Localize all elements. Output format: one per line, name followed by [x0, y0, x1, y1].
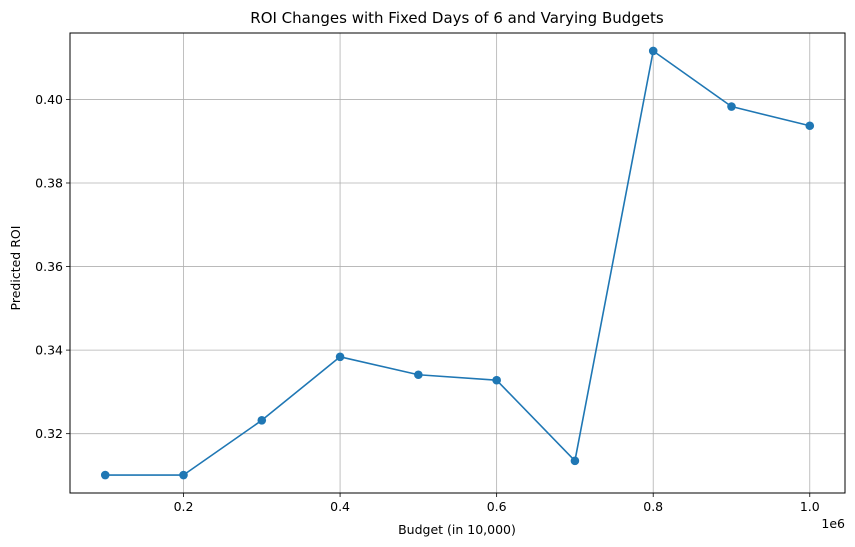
data-point: [179, 470, 188, 480]
grid-lines: [70, 33, 845, 493]
data-point: [727, 102, 736, 111]
x-axis-offset-label: 1e6: [821, 516, 845, 531]
data-point: [570, 456, 580, 466]
x-tick-label: 0.2: [174, 499, 194, 514]
data-point: [805, 121, 815, 131]
x-tick-label: 0.6: [487, 499, 507, 514]
y-tick-label: 0.32: [35, 426, 63, 441]
y-tick-label: 0.36: [35, 259, 63, 274]
series-layer: [100, 46, 815, 480]
axis-ticks: 0.2 0.4 0.6 0.8 1.0 0.32 0.34 0.36 0.38 0.40: [35, 92, 820, 514]
data-point: [492, 375, 501, 385]
y-axis-label: Predicted ROI: [8, 226, 23, 311]
y-tick-label: 0.38: [35, 175, 63, 190]
x-axis-label: Budget (in 10,000): [398, 522, 516, 537]
data-point: [414, 370, 423, 380]
plot-area-frame: [69, 32, 846, 494]
data-point: [100, 470, 110, 480]
x-tick-label: 0.4: [330, 499, 350, 514]
data-point: [648, 46, 658, 56]
data-point: [257, 416, 267, 425]
x-tick-label: 1.0: [800, 499, 820, 514]
chart-title: ROI Changes with Fixed Days of 6 and Var…: [250, 9, 664, 27]
data-point: [335, 352, 345, 362]
x-tick-label: 0.8: [643, 499, 663, 514]
series-line: [105, 50, 810, 476]
y-tick-label: 0.34: [35, 343, 63, 358]
y-tick-label: 0.40: [35, 92, 63, 107]
